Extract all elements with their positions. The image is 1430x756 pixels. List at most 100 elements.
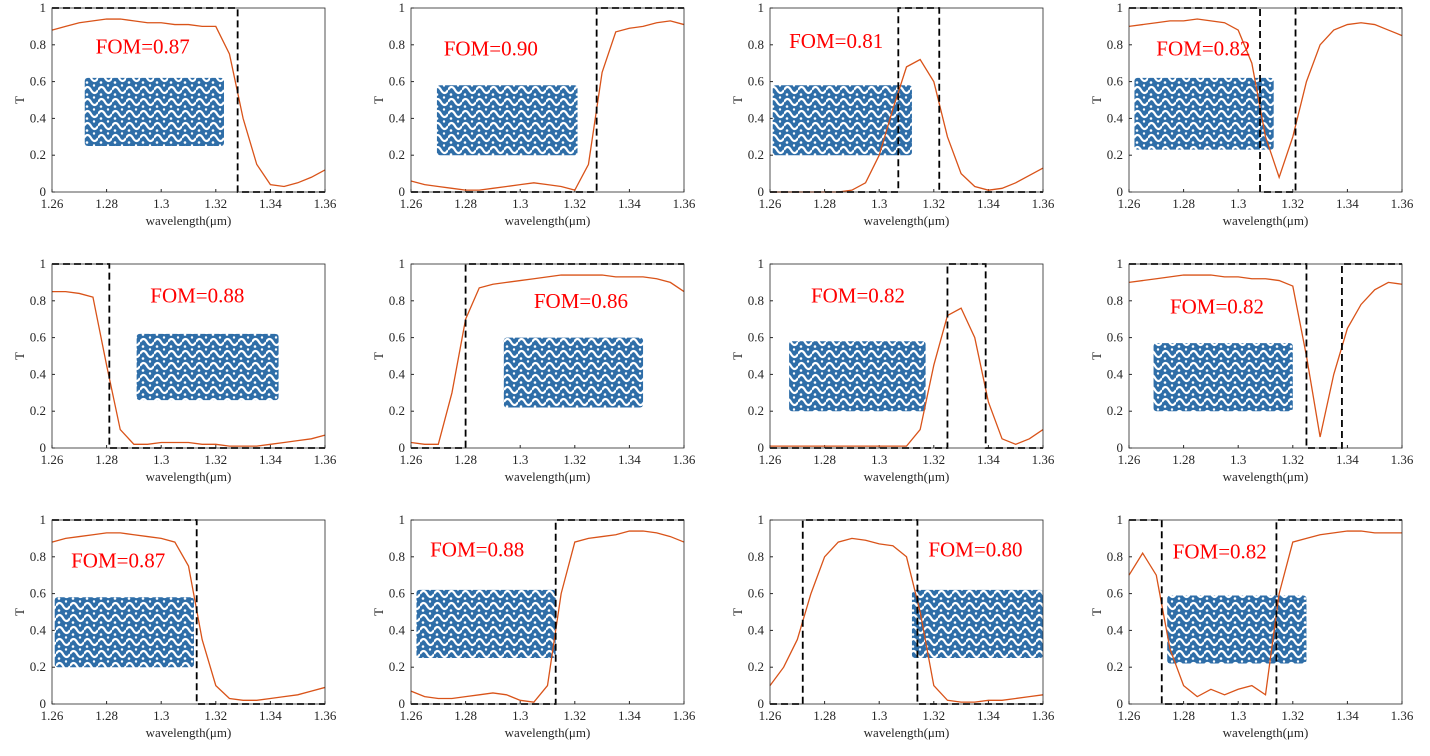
y-tick-label: 0.4 [748, 366, 765, 381]
x-tick-label: 1.26 [41, 452, 64, 467]
x-tick-label: 1.28 [95, 196, 118, 211]
x-tick-label: 1.32 [1281, 196, 1304, 211]
y-tick-label: 1 [40, 256, 47, 271]
y-tick-label: 0.2 [748, 403, 764, 418]
x-axis-label: wavelength(μm) [505, 725, 591, 740]
transmission-line [51, 532, 326, 701]
axes-box [51, 263, 326, 449]
x-tick-label: 1.28 [454, 196, 477, 211]
y-tick-label: 0.8 [1107, 293, 1123, 308]
y-axis-label: T [730, 96, 745, 104]
x-tick-label: 1.34 [1336, 196, 1359, 211]
x-axis-label: wavelength(μm) [864, 213, 950, 228]
x-tick-label: 1.36 [1391, 708, 1414, 723]
device-inset [54, 597, 194, 668]
x-axis-label: wavelength(μm) [1223, 213, 1309, 228]
x-tick-label: 1.36 [673, 452, 696, 467]
y-axis-label: T [1089, 608, 1104, 616]
y-tick-label: 0.6 [389, 586, 406, 601]
y-tick-label: 0.4 [1107, 622, 1124, 637]
x-tick-label: 1.26 [759, 708, 782, 723]
x-tick-label: 1.34 [1336, 708, 1359, 723]
panel: 1.26 1.28 1.3 1.32 1.34 1.36 0 0.2 0.4 0.6 0.8 1 FOM… [1089, 512, 1414, 740]
y-tick-label: 0 [1117, 184, 1124, 199]
panel: 1.26 1.28 1.3 1.32 1.34 1.36 0 0.2 0.4 0.6 0.8 1 FOM… [1089, 256, 1414, 484]
transmission-line [1128, 530, 1402, 698]
y-tick-label: 0 [399, 440, 406, 455]
panel: 1.26 1.28 1.3 1.32 1.34 1.36 0 0.2 0.4 0.6 0.8 1 FOM… [730, 256, 1055, 484]
axes-box [51, 7, 326, 193]
y-tick-label: 0 [40, 696, 47, 711]
fom-annotation: FOM=0.90 [444, 36, 538, 60]
y-tick-label: 0.4 [30, 622, 47, 637]
y-tick-label: 0 [399, 184, 406, 199]
y-tick-label: 0 [758, 184, 765, 199]
y-tick-label: 0.2 [1107, 147, 1123, 162]
y-tick-label: 0.6 [30, 74, 47, 89]
y-tick-label: 1 [399, 0, 406, 15]
y-tick-label: 1 [399, 256, 406, 271]
axes-box [51, 519, 326, 705]
x-tick-label: 1.34 [977, 452, 1000, 467]
y-tick-label: 1 [758, 256, 765, 271]
x-tick-label: 1.34 [259, 196, 282, 211]
x-tick-label: 1.32 [1281, 708, 1304, 723]
y-tick-label: 0.4 [389, 110, 406, 125]
fom-annotation: FOM=0.82 [811, 283, 905, 307]
x-tick-label: 1.36 [673, 708, 696, 723]
y-tick-label: 0.2 [30, 659, 46, 674]
x-tick-label: 1.28 [454, 708, 477, 723]
y-tick-label: 1 [758, 512, 765, 527]
x-tick-label: 1.3 [512, 452, 528, 467]
x-tick-label: 1.32 [204, 708, 227, 723]
axes-box [769, 7, 1044, 193]
y-axis-label: T [12, 352, 27, 360]
y-tick-label: 1 [1117, 512, 1124, 527]
x-tick-label: 1.32 [1281, 452, 1304, 467]
x-axis-label: wavelength(μm) [864, 725, 950, 740]
x-tick-label: 1.34 [977, 708, 1000, 723]
y-tick-label: 0.2 [30, 147, 46, 162]
x-axis-label: wavelength(μm) [1223, 725, 1309, 740]
x-tick-label: 1.3 [1230, 196, 1246, 211]
transmission-line [769, 537, 1044, 703]
axes-box [410, 263, 685, 449]
y-tick-label: 1 [1117, 256, 1124, 271]
device-inset [789, 341, 926, 412]
axes-box [769, 263, 1044, 449]
panel: 1.26 1.28 1.3 1.32 1.34 1.36 0 0.2 0.4 0.6 0.8 1 FOM… [12, 0, 337, 228]
device-inset [503, 337, 644, 408]
x-tick-label: 1.34 [259, 452, 282, 467]
x-tick-label: 1.32 [922, 708, 945, 723]
y-tick-label: 0.6 [748, 330, 765, 345]
y-tick-label: 0.6 [30, 586, 47, 601]
y-tick-label: 0.4 [389, 622, 406, 637]
x-tick-label: 1.32 [204, 196, 227, 211]
y-tick-label: 1 [758, 0, 765, 15]
x-tick-label: 1.36 [314, 452, 337, 467]
panel: 1.26 1.28 1.3 1.32 1.34 1.36 0 0.2 0.4 0.6 0.8 1 FOM… [730, 0, 1055, 228]
x-tick-label: 1.34 [977, 196, 1000, 211]
x-tick-label: 1.28 [813, 452, 836, 467]
axes-box [1128, 519, 1403, 705]
x-tick-label: 1.32 [563, 708, 586, 723]
fom-annotation: FOM=0.87 [71, 548, 165, 572]
y-axis-label: T [371, 96, 386, 104]
y-tick-label: 0.2 [748, 659, 764, 674]
y-tick-label: 0.2 [1107, 403, 1123, 418]
y-tick-label: 0.4 [748, 110, 765, 125]
x-tick-label: 1.36 [314, 196, 337, 211]
x-tick-label: 1.32 [922, 196, 945, 211]
x-tick-label: 1.3 [871, 708, 887, 723]
x-tick-label: 1.28 [1172, 196, 1195, 211]
y-tick-label: 0.6 [389, 74, 406, 89]
x-axis-label: wavelength(μm) [146, 725, 232, 740]
transmission-line [410, 274, 685, 445]
device-inset [1153, 343, 1293, 412]
y-axis-label: T [12, 608, 27, 616]
y-axis-label: T [1089, 96, 1104, 104]
y-tick-label: 0.8 [389, 37, 405, 52]
y-tick-label: 0.8 [748, 37, 764, 52]
fom-annotation: FOM=0.81 [789, 29, 883, 53]
transmission-line [51, 18, 326, 188]
